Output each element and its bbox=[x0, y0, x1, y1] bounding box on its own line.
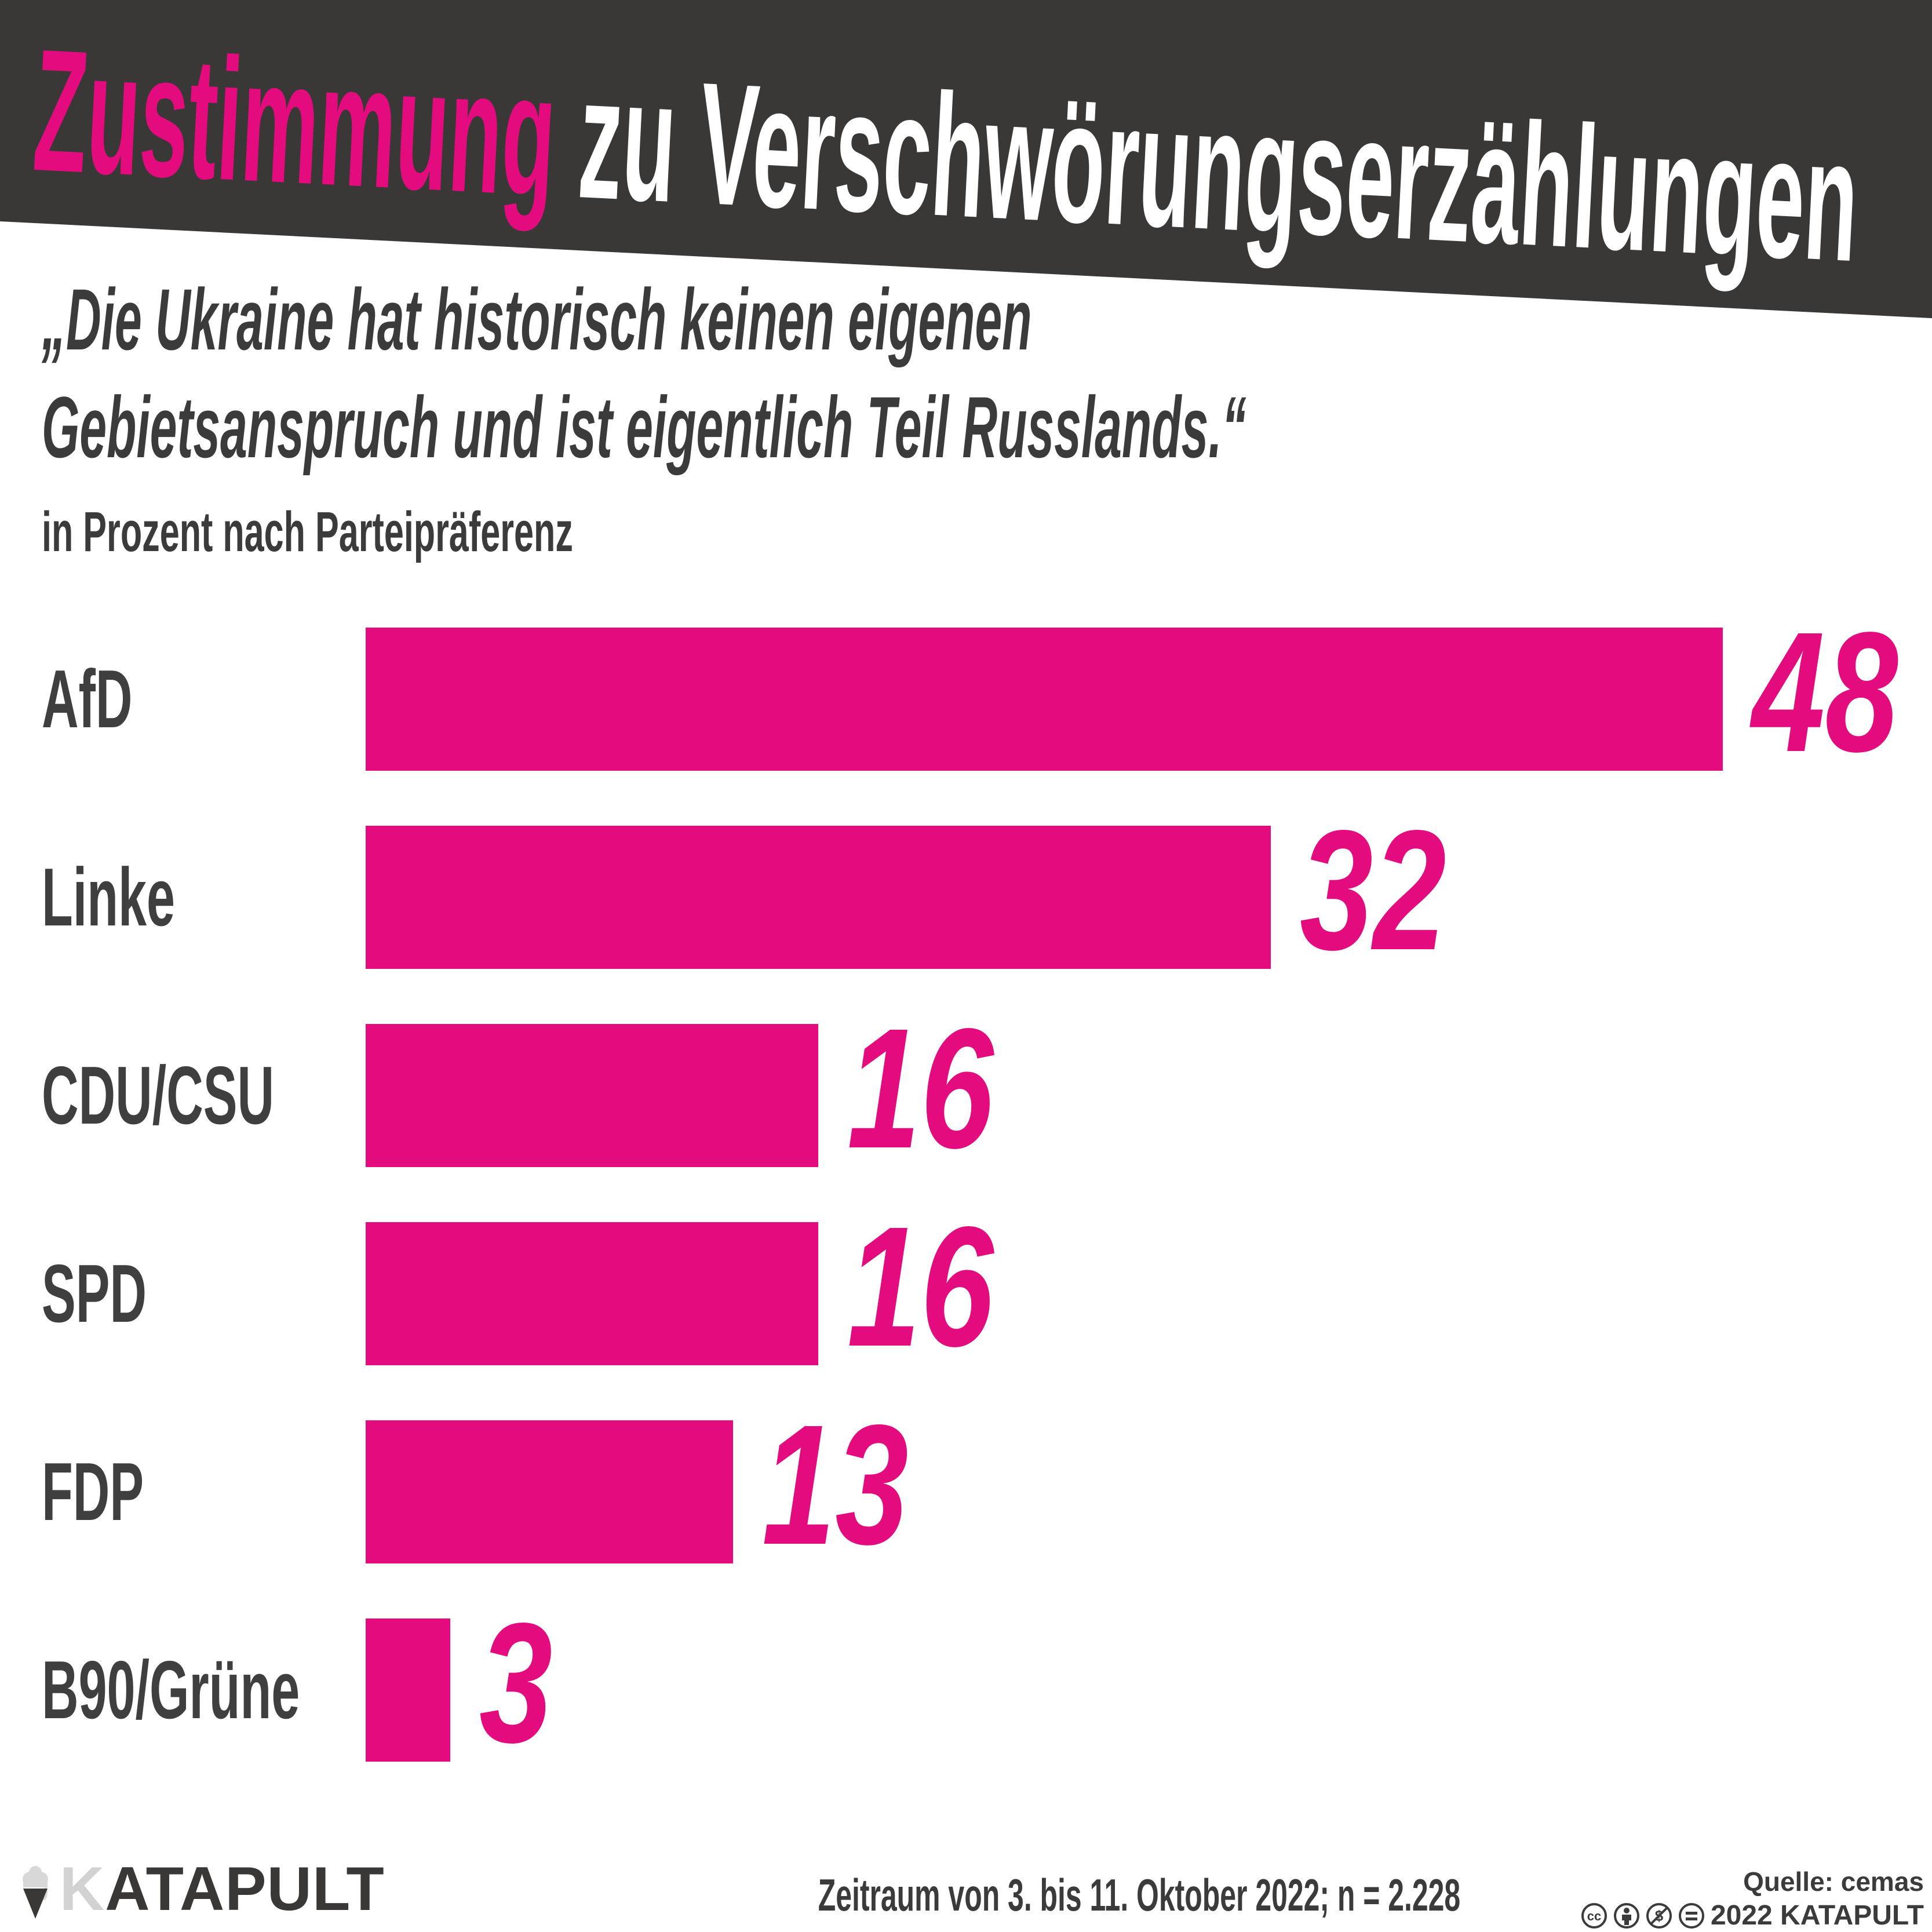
ice-cream-icon bbox=[23, 1866, 48, 1919]
bar-chart: AfD 48 Linke 32 CDU/CSU 16 SPD 16 FDP 13 B90/Grüne… bbox=[0, 607, 1932, 1817]
chart-row: B90/Grüne 3 bbox=[0, 1598, 1932, 1769]
bar bbox=[366, 628, 1723, 771]
bar-label: Linke bbox=[42, 851, 175, 943]
chart-row: FDP 13 bbox=[0, 1399, 1932, 1570]
bar bbox=[366, 1222, 818, 1365]
logo-k: K bbox=[60, 1854, 105, 1923]
bar-value: 3 bbox=[479, 1587, 553, 1778]
chart-subtitle: in Prozent nach Parteipräferenz bbox=[42, 500, 573, 563]
chart-row: CDU/CSU 16 bbox=[0, 1003, 1932, 1174]
cc-by-icon bbox=[1613, 1903, 1639, 1929]
bar-value: 48 bbox=[1752, 596, 1898, 788]
cc-icon: cc bbox=[1581, 1903, 1607, 1929]
title-accent: Zustimmung bbox=[30, 12, 560, 233]
bar-value: 32 bbox=[1300, 794, 1446, 986]
logo-text: KATAPULT bbox=[60, 1858, 385, 1920]
bar bbox=[366, 1420, 733, 1563]
bar bbox=[366, 826, 1271, 969]
cc-nd-icon bbox=[1678, 1903, 1704, 1929]
svg-text:cc: cc bbox=[1587, 1909, 1601, 1923]
license-text: 2022 KATAPULT bbox=[1710, 1900, 1924, 1931]
bar-label: FDP bbox=[42, 1445, 144, 1538]
chart-row: Linke 32 bbox=[0, 805, 1932, 976]
bar-label: B90/Grüne bbox=[42, 1643, 300, 1736]
bar-value: 16 bbox=[847, 993, 994, 1184]
survey-period: Zeitraum von 3. bis 11. Oktober 2022; n … bbox=[818, 1869, 1461, 1920]
source-text: Quelle: cemas bbox=[1743, 1867, 1924, 1897]
katapult-logo: KATAPULT bbox=[19, 1858, 385, 1920]
chart-row: SPD 16 bbox=[0, 1201, 1932, 1372]
bar-value: 13 bbox=[762, 1389, 909, 1580]
logo-rest: ATAPULT bbox=[105, 1854, 385, 1923]
title-rest: zu Verschwörungserzählungen bbox=[574, 39, 1863, 298]
bar bbox=[366, 1618, 450, 1762]
bar bbox=[366, 1024, 818, 1167]
quote-line-1: „Die Ukraine hat historisch keinen eigen… bbox=[42, 271, 1032, 368]
license-line: cc $ 2022 KATAPULT bbox=[1581, 1901, 1924, 1931]
chart-row: AfD 48 bbox=[0, 607, 1932, 778]
bar-label: AfD bbox=[42, 652, 133, 745]
quote-statement: „Die Ukraine hat historisch keinen eigen… bbox=[42, 265, 1932, 481]
footer-credits: Quelle: cemas cc $ 2022 KATAPULT bbox=[1581, 1867, 1924, 1931]
bar-label: SPD bbox=[42, 1247, 147, 1340]
quote-line-2: Gebietsanspruch und ist eigentlich Teil … bbox=[42, 378, 1246, 476]
bar-value: 16 bbox=[847, 1191, 994, 1382]
bar-label: CDU/CSU bbox=[42, 1049, 275, 1142]
cc-nc-icon: $ bbox=[1646, 1903, 1672, 1929]
